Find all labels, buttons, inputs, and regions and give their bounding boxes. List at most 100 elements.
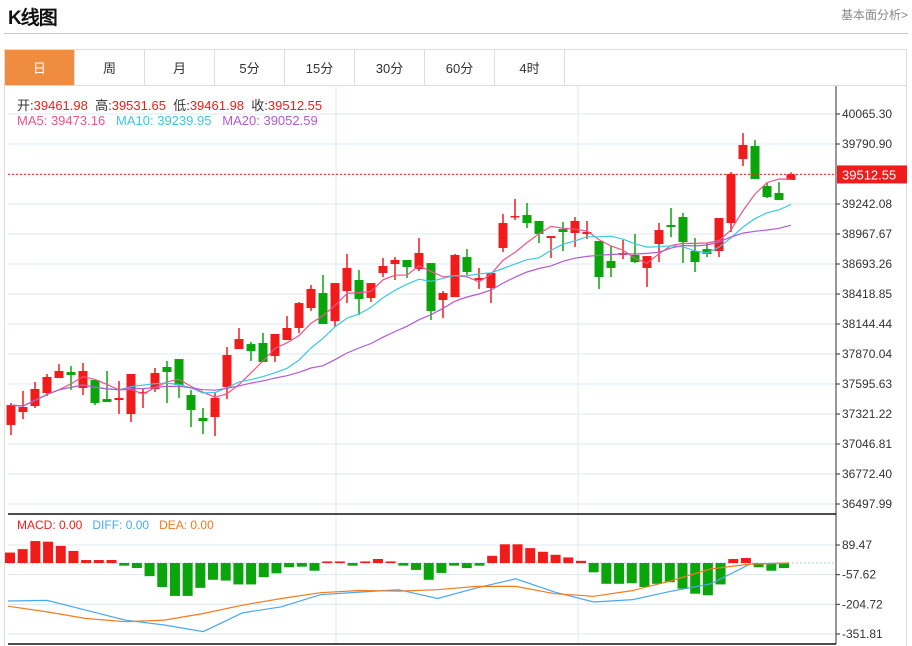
macd-bar [550, 554, 561, 564]
candle [282, 315, 292, 341]
macd-bar [575, 560, 586, 564]
macd-bar [512, 544, 523, 564]
candle [102, 370, 112, 402]
tab-15min[interactable]: 15分 [285, 50, 355, 85]
macd-bar [68, 550, 79, 564]
candle-body [642, 256, 652, 268]
macd-info: MACD: 0.00 DIFF: 0.00 DEA: 0.00 [17, 518, 214, 532]
tab-5min[interactable]: 5分 [215, 50, 285, 85]
y-tick-label: -351.81 [842, 627, 883, 641]
macd-bar [169, 563, 180, 596]
candle [222, 347, 232, 400]
candle [558, 222, 568, 252]
y-tick-label: -204.72 [842, 597, 883, 611]
candle-body [594, 240, 604, 278]
period-tabs: 日 周 月 5分 15分 30分 60分 4时 [4, 49, 907, 85]
candle-body [342, 267, 352, 292]
candle [186, 389, 196, 428]
macd-bar [753, 563, 764, 568]
y-tick-label: 36497.99 [842, 497, 892, 511]
macd-bar [296, 563, 307, 567]
candle [390, 257, 400, 280]
candle [594, 240, 604, 289]
candle-body [30, 388, 40, 407]
candle-body [762, 185, 772, 198]
candle [294, 301, 304, 334]
macd-bar [728, 559, 739, 564]
tab-month[interactable]: 月 [145, 50, 215, 85]
macd-bar [309, 563, 320, 571]
macd-bar [639, 563, 650, 588]
macd-bar [347, 563, 358, 566]
macd-bar [474, 563, 485, 566]
candle [654, 223, 664, 263]
ma20-value: MA20: 39052.59 [222, 113, 318, 128]
close-value: 39512.55 [267, 98, 323, 113]
candle [582, 220, 592, 239]
candle-body [582, 231, 592, 234]
current-price-tag [837, 165, 907, 184]
ma10-line [10, 203, 792, 407]
macd-bar [106, 560, 117, 564]
candle [198, 408, 208, 435]
macd-bar [423, 563, 434, 580]
candle [114, 381, 124, 415]
macd-bar [715, 563, 726, 585]
candle-body [186, 395, 196, 410]
high-value: 39531.65 [111, 98, 166, 113]
tab-30min[interactable]: 30分 [355, 50, 425, 85]
open-value: 39461.98 [33, 98, 88, 113]
candle [714, 218, 724, 258]
ma5-value: MA5: 39473.16 [17, 113, 106, 128]
candle [534, 220, 544, 244]
candle-body [726, 174, 736, 224]
macd-bar [246, 563, 257, 585]
macd-bar [144, 563, 155, 577]
open-label: 开: [17, 98, 34, 113]
tab-day[interactable]: 日 [5, 50, 75, 85]
macd-bar [487, 555, 498, 564]
macd-bar [449, 563, 460, 566]
candle-body [738, 144, 748, 159]
macd-bar [601, 563, 612, 584]
macd-bar [5, 552, 15, 564]
tab-week[interactable]: 周 [75, 50, 145, 85]
candle [438, 291, 448, 319]
candle [342, 253, 352, 304]
macd-bar [233, 563, 244, 585]
candle-body [138, 392, 148, 394]
candle [126, 374, 136, 423]
fundamental-analysis-link[interactable]: 基本面分析> [840, 8, 908, 22]
candle [738, 133, 748, 166]
chart-container[interactable] [4, 85, 907, 646]
tab-4hour[interactable]: 4时 [495, 50, 565, 85]
candle [546, 236, 556, 259]
tab-60min[interactable]: 60分 [425, 50, 495, 85]
candle-body [462, 257, 472, 273]
candle-body [414, 252, 424, 270]
macd-bar [360, 561, 371, 564]
y-tick-label: 39790.90 [842, 137, 892, 151]
candle [510, 198, 520, 220]
candle [378, 258, 388, 278]
candle [174, 359, 184, 398]
macd-bar [436, 563, 447, 573]
candle-body [786, 174, 796, 180]
candle [762, 183, 772, 198]
diff-value: DIFF: 0.00 [92, 518, 150, 532]
macd-bar [30, 541, 41, 564]
candle [6, 402, 16, 436]
ma10-value: MA10: 39239.95 [116, 113, 212, 128]
macd-bar [766, 563, 777, 571]
candle [258, 333, 268, 362]
candle-body [234, 339, 244, 349]
candle-body [210, 397, 220, 417]
current-price-label: 39512.55 [842, 167, 896, 182]
candle-body [426, 263, 436, 312]
candle [42, 374, 52, 396]
ma5-line [10, 178, 792, 407]
candle [78, 362, 88, 396]
candle-body [270, 333, 280, 356]
y-tick-label: 37870.04 [842, 347, 892, 361]
